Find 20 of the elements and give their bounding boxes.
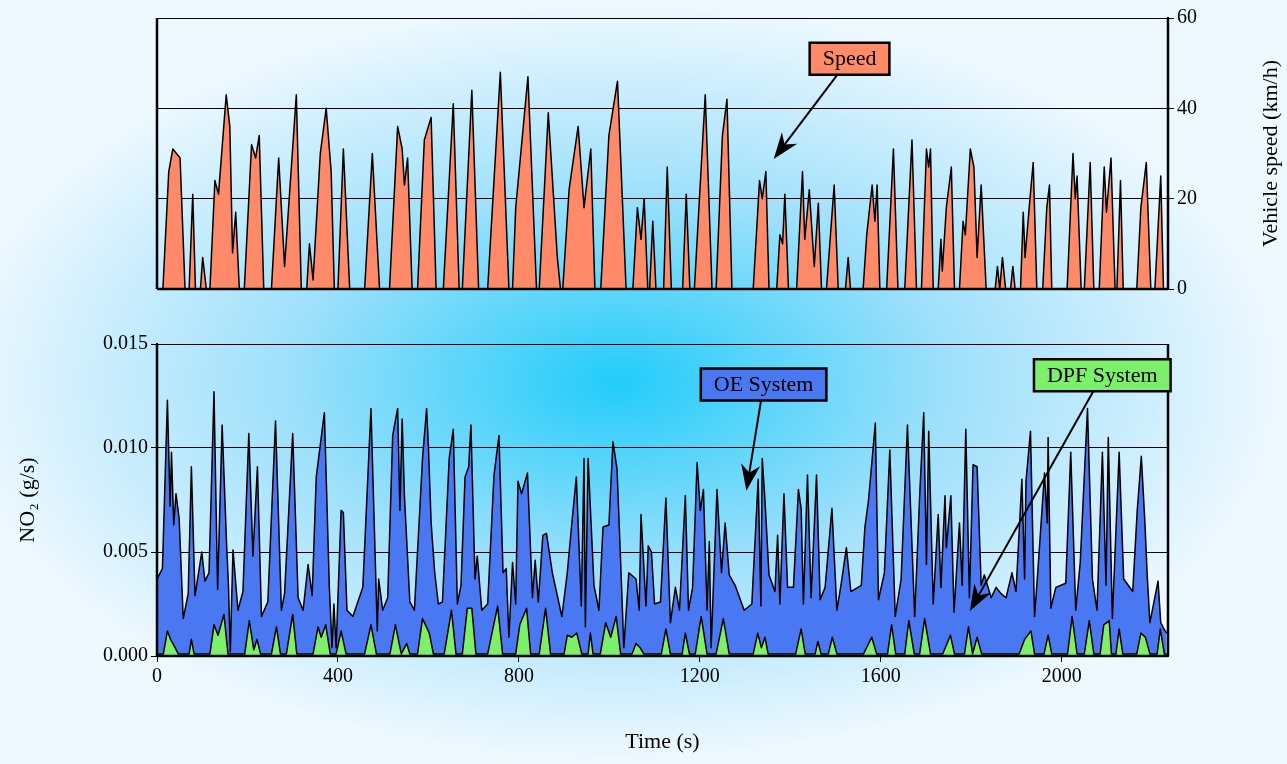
text: Speed [822,45,877,71]
y2-axis-title: Vehicle speed (km/h) [1256,60,1282,247]
x-axis-title: Time (s) [625,727,700,753]
y2-tick-label: 0 [1177,276,1187,299]
x-tick-label: 1600 [860,664,901,687]
text: OE System [713,371,814,397]
y-axis-title: NO₂ (g/s) [13,457,39,543]
x-tick-label: 0 [152,664,162,687]
x-tick-label: 1200 [679,664,720,687]
y2-tick-label: 60 [1177,5,1197,28]
x-tick-label: 400 [322,664,353,687]
x-tick-label: 2000 [1041,664,1082,687]
y-tick-label: 0.015 [103,331,148,354]
y-tick-label: 0.000 [103,643,148,666]
y2-tick-label: 20 [1177,185,1197,208]
y2-tick-label: 40 [1177,95,1197,118]
x-tick-label: 800 [503,664,534,687]
text: DPF System [1046,361,1158,387]
y-tick-label: 0.010 [103,435,148,458]
y-tick-label: 0.005 [103,539,148,562]
